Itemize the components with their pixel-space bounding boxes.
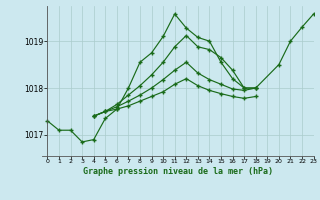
- X-axis label: Graphe pression niveau de la mer (hPa): Graphe pression niveau de la mer (hPa): [83, 167, 273, 176]
